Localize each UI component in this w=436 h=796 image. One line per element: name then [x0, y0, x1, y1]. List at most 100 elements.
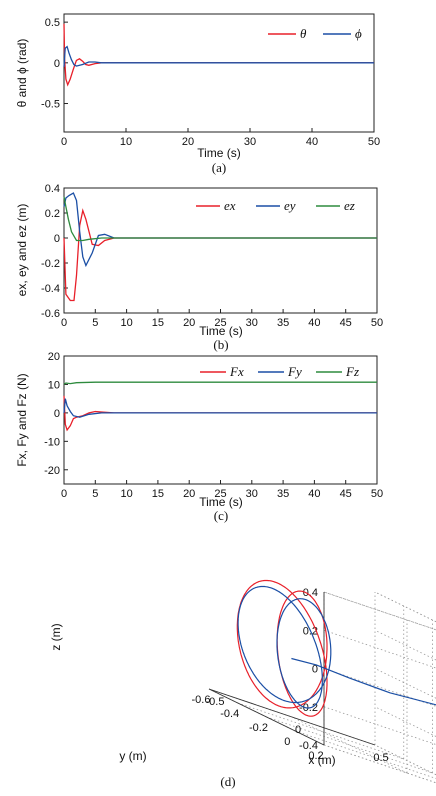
y-tick-label: 0.2 — [45, 208, 60, 220]
grid-line — [323, 668, 436, 707]
grid-line — [374, 591, 436, 623]
x-tick-label: 40 — [308, 317, 320, 329]
panel-a: 0 10 20 30 40 50 -0.5 0 0.5 Time (s) θ and ϕ (r… — [15, 13, 380, 175]
y-tick-label: 0.4 — [45, 183, 60, 195]
grid-line — [323, 629, 436, 669]
y-tick-label: -20 — [44, 465, 60, 477]
series-line — [63, 196, 377, 242]
series-lines — [63, 381, 377, 432]
grid-line — [323, 744, 436, 784]
legend-label-fx: Fx — [229, 364, 244, 379]
trajectory-actual-approach — [291, 657, 436, 706]
x-tick-label: 0 — [295, 724, 301, 736]
panel-b: 0 5 10 15 20 25 30 35 40 45 50 -0.6 -0.4 -0.2 0 0.2 0.4… — [15, 183, 383, 352]
x-tick-label: -0.5 — [206, 696, 225, 708]
grid-line — [323, 591, 436, 631]
legend: ex ey ez — [196, 198, 355, 213]
x-tick-label: 30 — [244, 136, 256, 148]
x-ticks: 0 5 10 15 20 25 30 35 40 45 50 — [61, 480, 383, 500]
x-tick-label: 10 — [120, 488, 132, 500]
legend-label-phi: ϕ — [355, 26, 362, 41]
y-tick-label: 10 — [48, 379, 60, 391]
grid-line — [295, 730, 436, 779]
x-tick-label: 50 — [371, 317, 383, 329]
axis-line-x — [208, 688, 376, 746]
panel-label: (a) — [212, 160, 226, 175]
x-tick-label: 0 — [61, 136, 67, 148]
grid-line — [323, 706, 436, 745]
y-tick-label: 20 — [48, 351, 60, 363]
x-tick-label: 15 — [152, 317, 164, 329]
legend-label-fz: Fz — [345, 364, 359, 379]
y-ticks: -20 -10 0 10 20 — [44, 351, 68, 477]
x-tick-label: 20 — [183, 488, 195, 500]
grid-line — [323, 591, 436, 631]
x-tick-label: 10 — [120, 317, 132, 329]
x-tick-label: 20 — [182, 136, 194, 148]
y-tick-label: 0 — [54, 408, 60, 420]
plot-frame — [63, 13, 375, 133]
y-tick-label: -0.6 — [192, 694, 211, 706]
y-ticks: -0.6 -0.4 -0.2 0 0.2 0.4 — [41, 183, 68, 320]
trajectory-actual — [237, 585, 332, 709]
legend: θ ϕ — [268, 26, 362, 41]
grid-line — [291, 716, 408, 774]
y-tick-label: 0 — [54, 58, 60, 70]
legend-label-theta: θ — [300, 26, 307, 41]
grid-line — [237, 702, 404, 760]
y-tick-label: -0.2 — [41, 258, 60, 270]
series-line — [63, 398, 377, 418]
x-axis-label: Time (s) — [199, 324, 243, 338]
y-tick-label: -0.2 — [249, 722, 268, 734]
x-tick-label: 5 — [92, 488, 98, 500]
grid-line — [374, 629, 436, 661]
x-tick-label: 35 — [277, 317, 289, 329]
y-tick-label: -0.6 — [41, 308, 60, 320]
y-tick-label: -0.5 — [41, 99, 60, 111]
y-tick-label: 0 — [54, 233, 60, 245]
y-tick-label: 0.5 — [45, 17, 60, 29]
x-tick-label: 40 — [306, 136, 318, 148]
x-tick-label: 50 — [368, 136, 380, 148]
y-tick-label: -0.4 — [220, 708, 239, 720]
3d-ticks: -0.4-0.200.20.4-0.6-0.4-0.200.2-0.500.5 — [192, 587, 389, 764]
panel-label: (c) — [214, 508, 228, 523]
grid-line — [266, 716, 433, 774]
axis-line-y — [208, 688, 325, 746]
panel-c: 0 5 10 15 20 25 30 35 40 45 50 -20 -10 0 10 20 Time (s… — [15, 351, 383, 523]
plot-frame — [63, 187, 378, 314]
y-tick-label: 0.2 — [308, 750, 323, 762]
x-axis-label: Time (s) — [197, 146, 241, 160]
series-line — [63, 45, 374, 67]
legend: Fx Fy Fz — [200, 364, 359, 379]
plot-frame — [63, 355, 378, 485]
y-tick-label: -10 — [44, 436, 60, 448]
x-tick-label: 0.5 — [373, 752, 388, 764]
x-tick-label: 10 — [120, 136, 132, 148]
y-tick-label: -0.4 — [41, 283, 60, 295]
legend-label-fy: Fy — [287, 364, 302, 379]
3d-trajectories — [236, 579, 436, 717]
x-tick-label: 30 — [246, 488, 258, 500]
z-tick-label: -0.4 — [299, 740, 318, 752]
x-tick-label: 0 — [61, 488, 67, 500]
x-tick-label: 30 — [246, 317, 258, 329]
z-tick-label: 0 — [312, 664, 318, 676]
y-axis-label: ex, ey and ez (m) — [15, 204, 29, 297]
x-tick-label: 45 — [340, 317, 352, 329]
series-lines — [63, 23, 374, 87]
x-tick-label: 50 — [371, 488, 383, 500]
y-tick-label: 0 — [284, 736, 290, 748]
legend-label-ez: ez — [344, 198, 355, 213]
x-tick-label: 40 — [308, 488, 320, 500]
x-axis-label: Time (s) — [199, 495, 243, 509]
y-axis-label: Fx, Fy and Fz (N) — [15, 373, 29, 466]
panel-d-3d: -0.4-0.200.20.4-0.6-0.4-0.200.2-0.500.5 … — [49, 579, 436, 789]
panel-label: (d) — [220, 774, 235, 789]
x-tick-label: 5 — [92, 317, 98, 329]
panel-label: (b) — [213, 337, 228, 352]
grid-line — [374, 591, 436, 623]
legend-label-ey: ey — [284, 198, 296, 213]
x-ticks: 0 5 10 15 20 25 30 35 40 45 50 — [61, 309, 383, 329]
